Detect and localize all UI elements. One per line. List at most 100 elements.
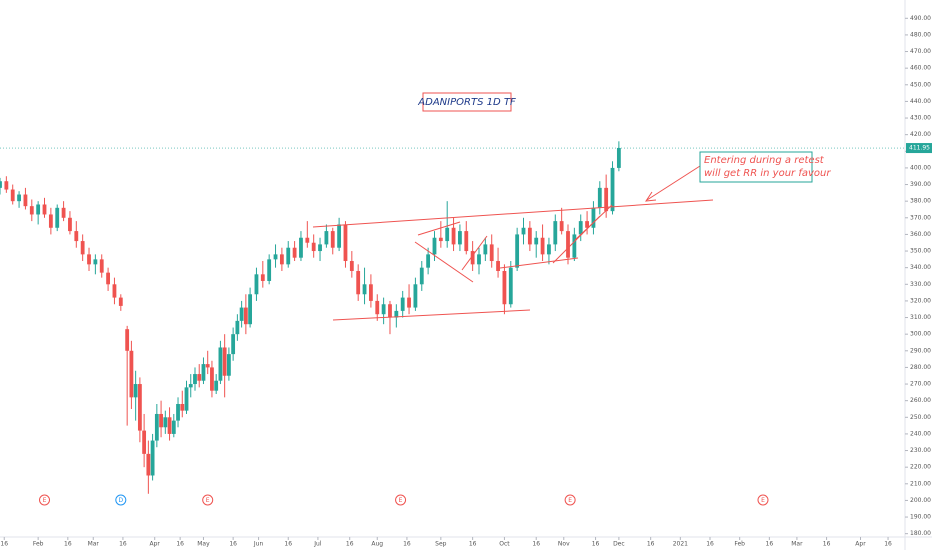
candle-body bbox=[470, 251, 475, 265]
candle-body bbox=[299, 237, 303, 258]
candle-body bbox=[610, 167, 615, 212]
candle-body bbox=[231, 334, 236, 355]
candle-body bbox=[458, 231, 462, 245]
candle-body bbox=[388, 304, 392, 318]
candle-body bbox=[324, 231, 329, 245]
candle-body bbox=[572, 234, 577, 258]
candle-body bbox=[362, 284, 367, 295]
candle-body bbox=[553, 221, 558, 245]
event-label: E bbox=[399, 497, 403, 504]
candle-body bbox=[477, 254, 481, 265]
candle-body bbox=[267, 259, 272, 281]
candle-body bbox=[133, 384, 138, 398]
candle-body bbox=[305, 237, 310, 243]
candle-body bbox=[235, 320, 240, 335]
candle-body bbox=[318, 244, 322, 252]
candle-body bbox=[29, 206, 34, 215]
candle-body bbox=[99, 259, 104, 273]
candle-body bbox=[534, 237, 539, 245]
candle-body bbox=[343, 224, 348, 262]
candle-body bbox=[93, 259, 98, 265]
y-tick-label: 340.00 bbox=[910, 264, 931, 271]
y-tick-label: 200.00 bbox=[910, 497, 931, 504]
y-tick-label: 440.00 bbox=[910, 98, 931, 105]
title-box bbox=[422, 92, 512, 112]
y-tick-label: 230.00 bbox=[910, 447, 931, 454]
y-tick-label: 180.00 bbox=[910, 530, 931, 537]
candle-body bbox=[368, 284, 373, 301]
y-tick-label: 320.00 bbox=[910, 297, 931, 304]
x-tick-label: 16 bbox=[884, 541, 892, 548]
x-tick-label: Oct bbox=[499, 541, 510, 548]
x-tick-label: 16 bbox=[346, 541, 354, 548]
candle-body bbox=[150, 440, 155, 476]
candle-body bbox=[154, 413, 159, 441]
candle-body bbox=[521, 227, 526, 235]
candle-body bbox=[10, 189, 15, 202]
candle-body bbox=[483, 244, 488, 255]
candle-body bbox=[180, 403, 185, 411]
trend-line bbox=[461, 235, 488, 271]
candle-body bbox=[413, 284, 418, 308]
candle-body bbox=[394, 310, 399, 318]
trend-line bbox=[499, 257, 579, 269]
x-tick-label: Dec bbox=[613, 541, 625, 548]
trend-line bbox=[574, 204, 613, 241]
arrow-head bbox=[644, 191, 657, 202]
candle-body bbox=[87, 254, 91, 265]
x-tick-label: 16 bbox=[823, 541, 831, 548]
x-tick-label: 2021 bbox=[673, 541, 688, 548]
candle-body bbox=[184, 387, 189, 411]
event-marker bbox=[395, 494, 407, 506]
y-tick-label: 460.00 bbox=[910, 65, 931, 72]
trend-line bbox=[417, 221, 461, 236]
y-tick-label: 390.00 bbox=[910, 181, 931, 188]
x-tick-label: Jun bbox=[253, 541, 264, 548]
event-label: D bbox=[118, 497, 123, 504]
candle-body bbox=[118, 297, 123, 306]
candle-body bbox=[36, 204, 41, 215]
y-tick-label: 190.00 bbox=[910, 514, 931, 521]
x-tick-label: Nov bbox=[558, 541, 570, 548]
candle-body bbox=[604, 187, 609, 212]
candle-body bbox=[559, 221, 564, 232]
x-tick-label: 16 bbox=[119, 541, 127, 548]
y-tick-label: 220.00 bbox=[910, 464, 931, 471]
candle-body bbox=[129, 350, 134, 398]
candle-body bbox=[356, 270, 361, 295]
candle-body bbox=[540, 237, 545, 255]
event-marker bbox=[757, 494, 769, 506]
candle-body bbox=[74, 231, 79, 242]
y-tick-label: 380.00 bbox=[910, 198, 931, 205]
y-tick-label: 210.00 bbox=[910, 480, 931, 487]
candle-body bbox=[48, 214, 53, 228]
candle-body bbox=[585, 221, 589, 228]
y-tick-label: 420.00 bbox=[910, 131, 931, 138]
candle-body bbox=[400, 297, 405, 311]
candle-body bbox=[349, 261, 354, 271]
y-tick-label: 480.00 bbox=[910, 31, 931, 38]
x-tick-label: Apr bbox=[855, 541, 866, 548]
candle-body bbox=[214, 380, 219, 391]
candle-body bbox=[260, 274, 265, 281]
y-tick-label: 400.00 bbox=[910, 164, 931, 171]
y-tick-label: 310.00 bbox=[910, 314, 931, 321]
candle-body bbox=[68, 217, 72, 232]
candle-body bbox=[163, 417, 168, 428]
y-tick-label: 430.00 bbox=[910, 115, 931, 122]
candle-body bbox=[426, 254, 431, 268]
y-tick-label: 260.00 bbox=[910, 397, 931, 404]
y-tick-label: 490.00 bbox=[910, 15, 931, 22]
x-tick-label: 16 bbox=[532, 541, 540, 548]
y-tick-label: 240.00 bbox=[910, 430, 931, 437]
candle-body bbox=[106, 272, 110, 285]
x-tick-label: 16 bbox=[229, 541, 237, 548]
candle-body bbox=[197, 374, 202, 381]
x-tick-label: Aug bbox=[371, 541, 383, 548]
candle-body bbox=[218, 347, 223, 381]
candle-body bbox=[292, 247, 297, 258]
candle-body bbox=[210, 367, 214, 391]
x-tick-label: 16 bbox=[64, 541, 72, 548]
